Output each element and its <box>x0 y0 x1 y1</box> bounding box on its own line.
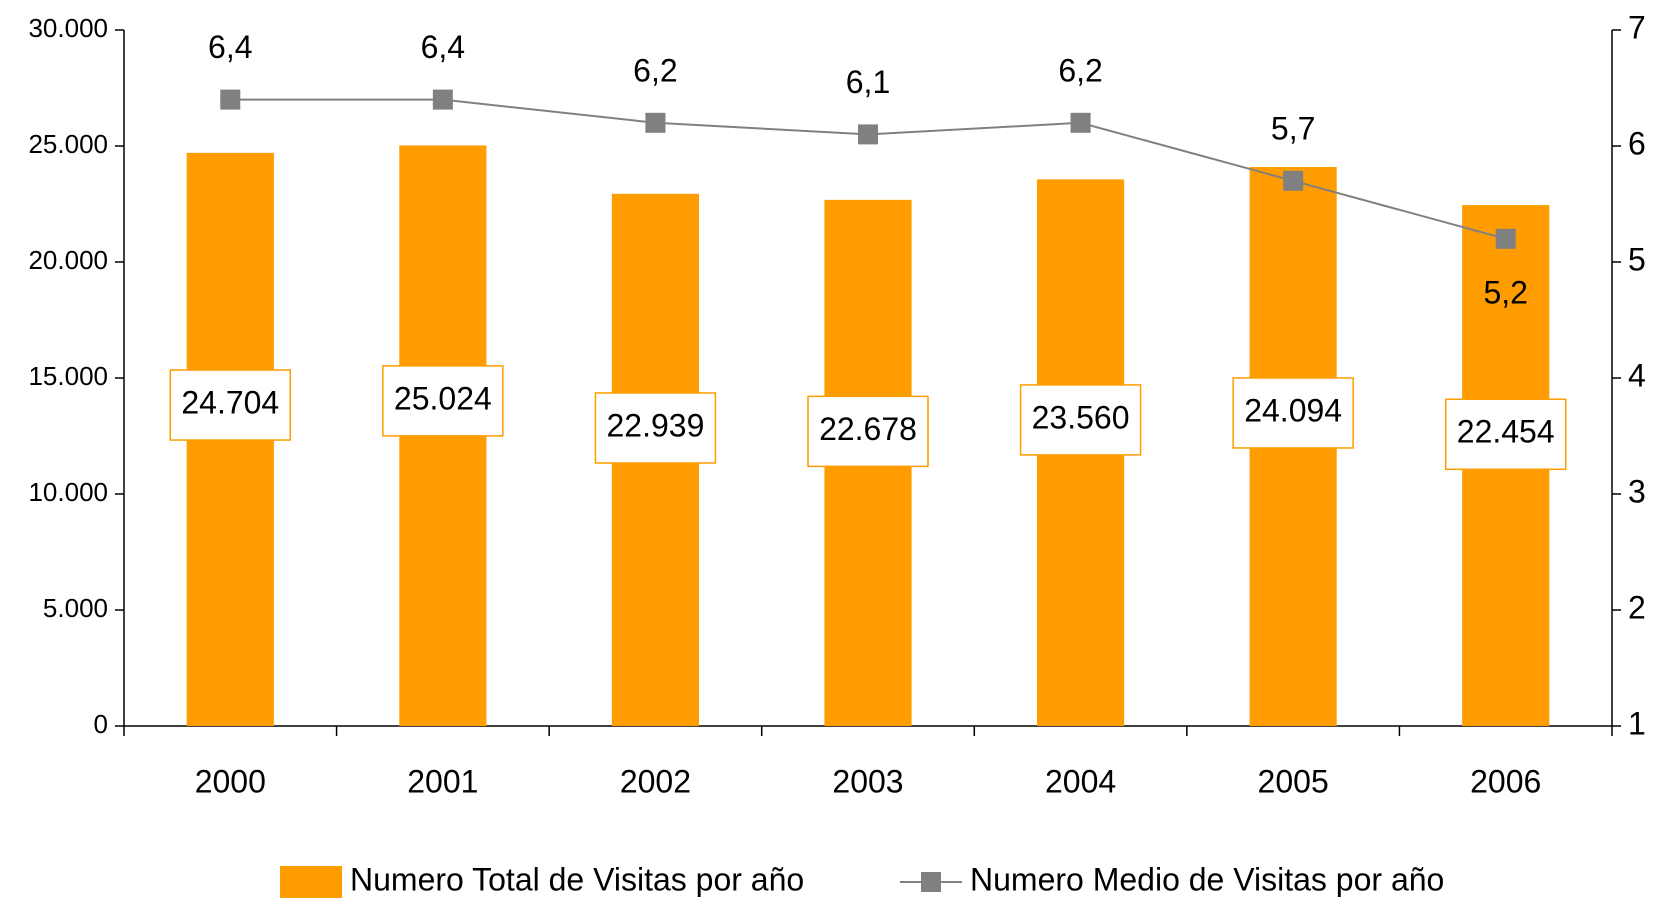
marker <box>220 89 241 110</box>
data-label: 5,2 <box>1483 274 1527 310</box>
data-label: 24.704 <box>181 384 279 420</box>
data-label: 25.024 <box>394 380 492 416</box>
y-tick-label: 5.000 <box>43 593 108 623</box>
y-tick-label: 30.000 <box>28 13 108 43</box>
y2-tick-label: 2 <box>1628 589 1646 625</box>
x-tick-label: 2004 <box>1045 763 1116 799</box>
data-label: 6,4 <box>421 29 465 65</box>
y2-tick-label: 6 <box>1628 125 1646 161</box>
marker <box>1283 170 1304 191</box>
x-tick-label: 2000 <box>195 763 266 799</box>
data-label: 6,2 <box>1058 52 1102 88</box>
legend-label: Numero Total de Visitas por año <box>350 861 804 897</box>
y-tick-label: 0 <box>94 709 108 739</box>
y2-tick-label: 7 <box>1628 9 1646 45</box>
x-tick-label: 2002 <box>620 763 691 799</box>
marker <box>1495 228 1516 249</box>
y2-tick-label: 5 <box>1628 241 1646 277</box>
data-label: 6,4 <box>208 29 252 65</box>
data-label: 6,2 <box>633 52 677 88</box>
data-label: 5,7 <box>1271 110 1315 146</box>
data-label-box <box>1019 384 1142 456</box>
marker <box>1070 112 1091 133</box>
y2-tick-label: 3 <box>1628 473 1646 509</box>
data-label-box <box>807 395 929 468</box>
legend-label: Numero Medio de Visitas por año <box>970 861 1444 897</box>
x-tick-label: 2006 <box>1470 763 1541 799</box>
data-label-box <box>169 369 292 441</box>
marker <box>432 89 453 110</box>
data-label-box <box>1232 377 1354 449</box>
x-tick-label: 2001 <box>407 763 478 799</box>
x-tick-label: 2005 <box>1258 763 1329 799</box>
y2-tick-label: 1 <box>1628 705 1646 741</box>
data-label: 23.560 <box>1032 399 1130 435</box>
y-tick-label: 15.000 <box>28 361 108 391</box>
marker <box>645 112 666 133</box>
y-tick-label: 20.000 <box>28 245 108 275</box>
x-tick-label: 2003 <box>832 763 903 799</box>
legend-marker <box>921 872 941 892</box>
data-label-box <box>382 365 504 437</box>
y2-tick-label: 4 <box>1628 357 1646 393</box>
data-label: 22.678 <box>819 411 917 447</box>
legend-swatch <box>280 866 342 898</box>
data-label: 22.939 <box>606 407 704 443</box>
data-label: 24.094 <box>1244 392 1342 428</box>
data-label: 6,1 <box>846 64 890 100</box>
y-tick-label: 25.000 <box>28 129 108 159</box>
data-label-box <box>594 392 717 464</box>
data-label: 22.454 <box>1457 414 1555 450</box>
y-tick-label: 10.000 <box>28 477 108 507</box>
data-label-box <box>1444 398 1567 471</box>
marker <box>858 124 878 145</box>
